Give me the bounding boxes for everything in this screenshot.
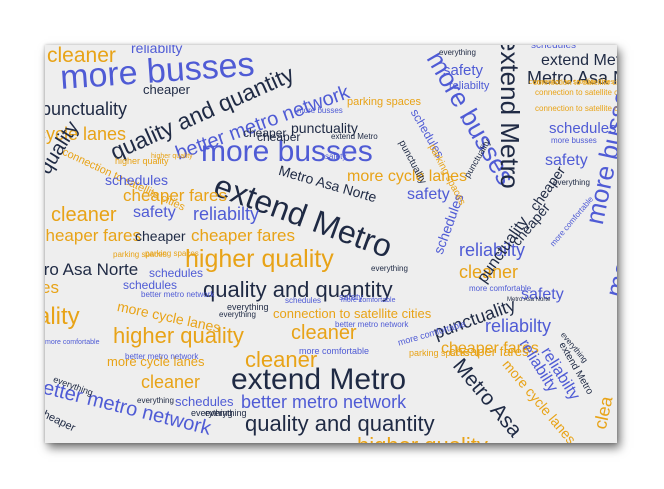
- word: schedules: [175, 394, 234, 409]
- word: cheaper fares: [123, 186, 227, 205]
- word: connection to satellite cities: [533, 78, 617, 87]
- word: cleaner: [141, 372, 201, 392]
- word: safety: [521, 286, 564, 303]
- word: schedules: [149, 266, 204, 280]
- word: ality: [45, 303, 80, 330]
- word: everything: [227, 302, 269, 312]
- word: cleaner: [245, 347, 318, 372]
- word: extend Metro: [331, 132, 378, 141]
- word: extend Metro: [231, 363, 407, 396]
- word: cleaner: [291, 322, 357, 344]
- word: schedules: [549, 120, 617, 137]
- word: more comfortable: [341, 297, 396, 304]
- word: more comfortable: [469, 284, 532, 293]
- word: reliabilty: [449, 80, 490, 92]
- word: connection to satellite cities: [535, 88, 617, 97]
- word: cheaper: [143, 82, 190, 97]
- word: safety: [545, 152, 588, 169]
- word: everything: [205, 408, 247, 418]
- word: schedules: [105, 172, 169, 188]
- word: quality and quantity: [203, 277, 393, 302]
- word: cheaper: [45, 406, 78, 435]
- word: cheaper fares: [45, 226, 141, 245]
- word: everything: [439, 48, 476, 57]
- word: schedules: [123, 278, 178, 292]
- word: clea: [590, 394, 617, 431]
- word: connection to satellite cities: [529, 79, 615, 86]
- word: everything: [371, 264, 408, 273]
- word: everything: [137, 396, 174, 405]
- word: cheaper: [257, 130, 301, 144]
- word: safety: [443, 62, 484, 79]
- word: more cycle lanes: [347, 168, 468, 185]
- word: quality and quantity: [245, 411, 435, 436]
- word: reliabilty: [193, 204, 260, 224]
- word: more busses: [297, 106, 343, 115]
- word: parking spaces: [347, 96, 421, 108]
- word: parking spaces: [113, 250, 167, 259]
- word: everything: [219, 310, 256, 319]
- word: cleaner: [47, 45, 116, 67]
- word: tro Asa Norte: [45, 260, 139, 279]
- word: schedules: [531, 45, 577, 51]
- word: connection to satellite cities: [535, 104, 617, 113]
- word: cheaper: [135, 228, 186, 244]
- word: better metro network: [125, 352, 199, 361]
- word: everything: [191, 408, 233, 418]
- word: cleaner: [459, 262, 519, 282]
- word: cleaner: [51, 204, 117, 226]
- word: more comfortable: [45, 339, 100, 346]
- word: cycle lanes: [45, 124, 127, 144]
- word: more busses: [551, 136, 597, 145]
- word: better metro network: [241, 392, 407, 412]
- word: higher quality: [113, 323, 244, 348]
- word: higher quality: [357, 435, 488, 444]
- word: reliabilty: [459, 240, 526, 260]
- word-cloud: cleaner reliabilty more busses quality a…: [45, 45, 617, 443]
- word: higher quality: [151, 153, 193, 160]
- word: more comfortable: [299, 346, 370, 356]
- word: higher quality: [185, 245, 334, 273]
- word: Metro Asa Norte: [527, 68, 617, 88]
- word: cheaper fares: [191, 226, 295, 245]
- word: cheaper fares: [441, 340, 539, 357]
- word: more busses: [201, 135, 373, 168]
- word: cheaper fares: [449, 344, 529, 359]
- word: higher quality: [115, 156, 169, 166]
- word: better metro network: [141, 290, 215, 299]
- word: everything: [553, 178, 590, 187]
- word: punctuality: [291, 120, 358, 136]
- word: parking spaces: [409, 348, 470, 358]
- word: safety: [407, 186, 450, 203]
- word: punctuality: [45, 99, 128, 119]
- word: better metro network: [335, 320, 409, 329]
- word: connection to satellite cities: [273, 306, 432, 321]
- word: Metro Asa Norte: [507, 297, 551, 303]
- word: safety: [325, 152, 347, 161]
- word: more cycle lanes: [107, 354, 205, 369]
- word: extend Metro: [541, 52, 617, 69]
- word: cheaper: [243, 126, 287, 140]
- word: extend Metro: [495, 45, 525, 189]
- word: schedules: [285, 296, 322, 305]
- word: parking spaces: [145, 249, 199, 258]
- word: safety: [133, 204, 176, 221]
- word: reliabilty: [131, 45, 183, 56]
- word: es: [45, 278, 59, 297]
- word: safety: [339, 292, 364, 302]
- word: reliabilty: [485, 316, 552, 336]
